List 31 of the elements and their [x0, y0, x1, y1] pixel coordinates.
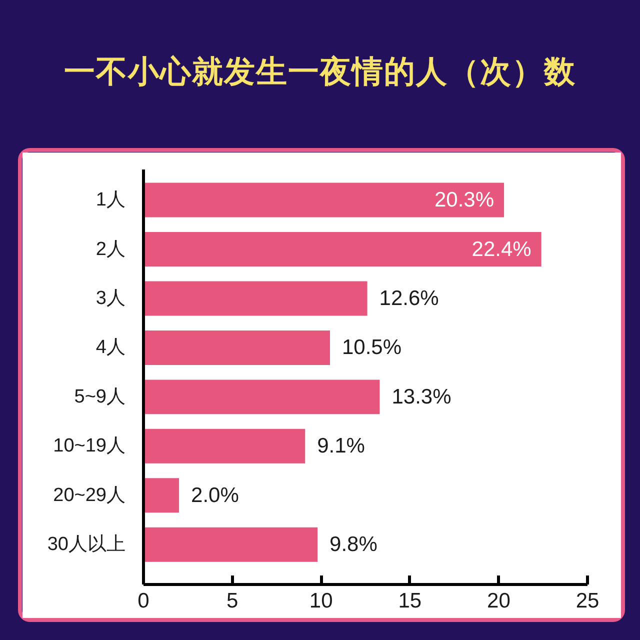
y-tick-label: 3人 — [96, 288, 126, 309]
bar — [144, 478, 180, 513]
data-label: 13.3% — [392, 385, 452, 408]
x-tick-label: 10 — [309, 590, 333, 612]
y-tick-label: 2人 — [96, 238, 126, 260]
bar — [144, 182, 504, 218]
data-label: 9.8% — [330, 533, 378, 556]
data-label: 20.3% — [434, 188, 494, 212]
x-tick-label: 25 — [576, 590, 600, 612]
x-tick-label: 0 — [138, 590, 150, 612]
y-tick-label: 1人 — [96, 190, 126, 211]
x-tick-label: 15 — [398, 590, 422, 612]
bar — [144, 380, 380, 414]
bar — [144, 330, 330, 365]
x-tick-label: 5 — [226, 590, 238, 612]
data-label: 2.0% — [191, 484, 239, 507]
chart-title: 一不小心就发生一夜情的人（次）数 — [63, 53, 577, 91]
data-label: 10.5% — [342, 336, 402, 360]
y-tick-label: 10~19人 — [53, 436, 126, 457]
bar — [144, 428, 306, 464]
y-tick-label: 4人 — [96, 337, 126, 358]
y-tick-label: 30人以上 — [47, 534, 126, 556]
y-tick-label: 20~29人 — [53, 484, 126, 506]
y-tick-label: 5~9人 — [74, 386, 126, 408]
bar — [144, 527, 318, 562]
data-label: 22.4% — [472, 238, 532, 261]
x-tick-label: 20 — [487, 590, 510, 612]
data-label: 9.1% — [317, 434, 365, 458]
data-label: 12.6% — [379, 286, 439, 310]
bar — [144, 281, 368, 316]
bar — [144, 232, 542, 266]
